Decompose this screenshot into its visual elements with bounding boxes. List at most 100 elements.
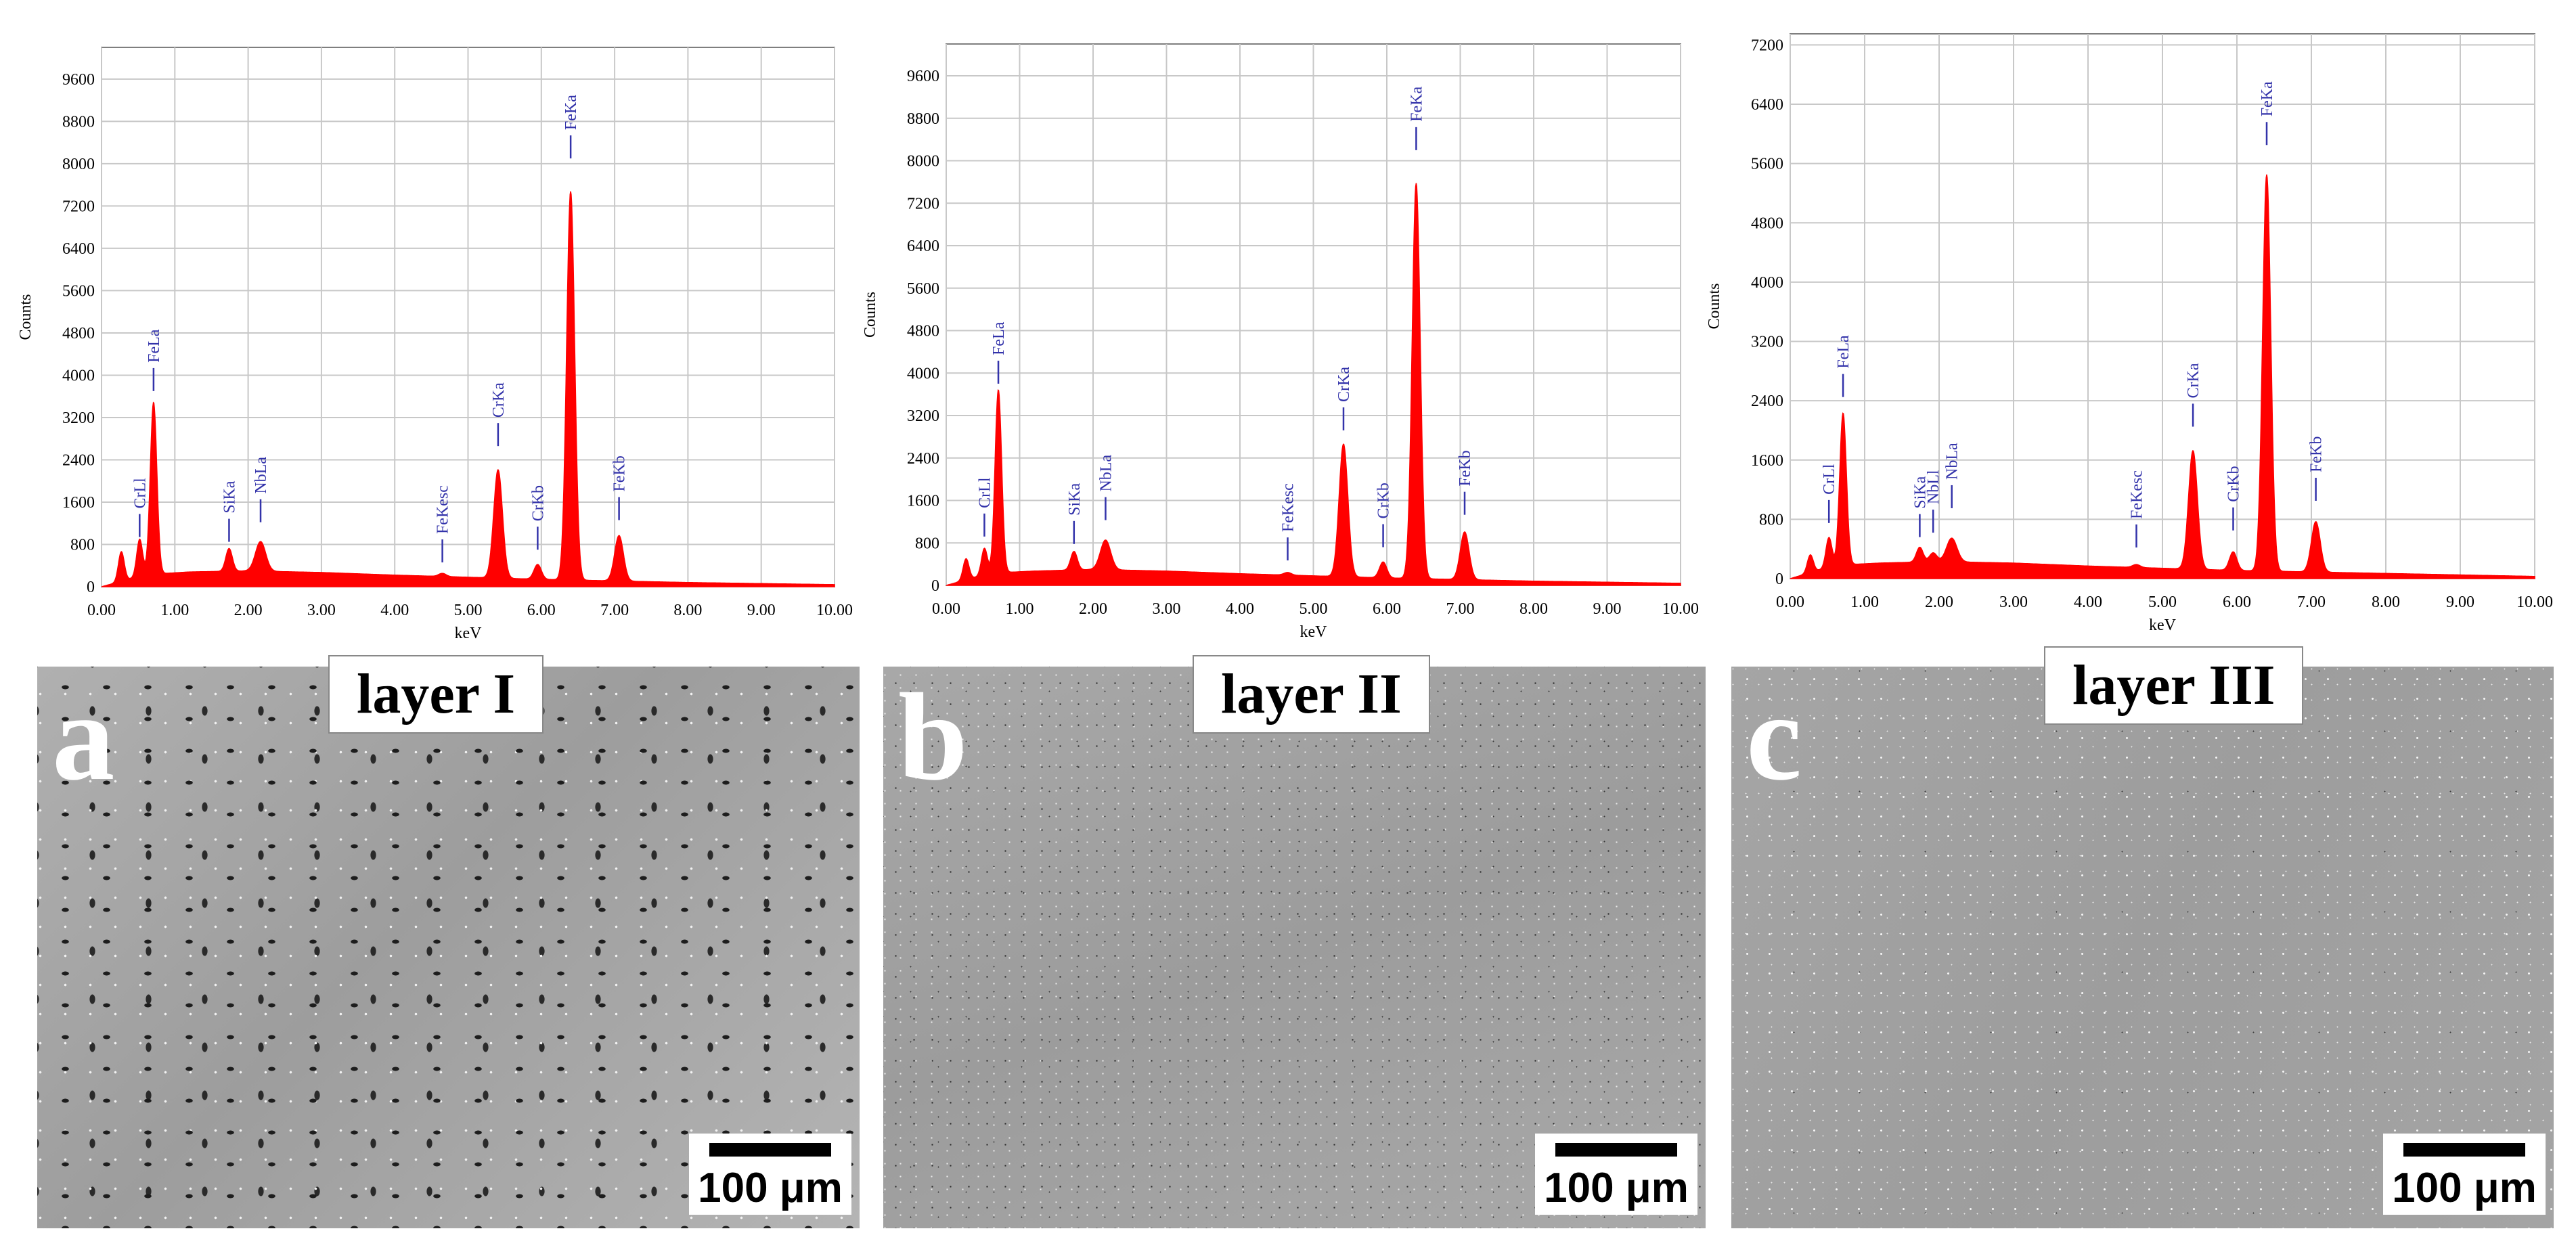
layer-label-2: layer II [1193,655,1430,734]
y-tick-label: 2400 [62,451,95,469]
scale-bar-label: 100 μm [698,1165,843,1211]
peak-label-FeKa: FeKa [562,95,580,130]
peak-label-FeKesc: FeKesc [435,485,452,534]
layer-label-1: layer I [328,655,544,734]
micrograph-layer-3: c 100 μm [1731,667,2554,1228]
y-tick-label: 4800 [1751,215,1783,232]
scale-bar-line [1555,1143,1677,1157]
y-tick-label: 6400 [1751,96,1783,114]
peak-label-FeKb: FeKb [1457,450,1474,486]
peak-label-CrKb: CrKb [529,485,547,521]
x-tick-label: 5.00 [2148,594,2177,611]
y-tick-label: 5600 [907,280,939,298]
y-tick-label: 1600 [907,493,939,510]
peak-label-NbLa: NbLa [1944,443,1961,480]
x-tick-label: 8.00 [1519,600,1548,618]
scale-bar-label: 100 μm [1544,1165,1689,1211]
spectrum-area [1790,174,2535,579]
peak-label-NbLa: NbLa [1097,455,1115,492]
y-tick-label: 800 [915,535,939,552]
y-tick-label: 8800 [62,113,95,131]
y-tick-label: 7200 [62,198,95,215]
scale-bar: 100 μm [689,1134,851,1215]
y-tick-label: 800 [1759,511,1783,529]
x-tick-label: 6.00 [527,602,556,619]
micrograph-layer-1: a 100 μm [37,667,860,1228]
peak-label-FeKa: FeKa [2259,81,2276,116]
x-tick-label: 6.00 [1373,600,1401,618]
y-tick-label: 0 [87,579,95,596]
x-tick-label: 2.00 [234,602,263,619]
peak-label-FeKa: FeKa [1408,87,1425,122]
panel-letter-a: a [52,668,115,807]
y-tick-label: 3200 [907,407,939,425]
layer-label-3: layer III [2044,646,2304,725]
panel-letter-b: b [898,668,968,807]
x-tick-label: 3.00 [307,602,336,619]
x-tick-label: 10.00 [2516,594,2553,611]
spectrum-area [101,191,835,587]
edx-spectra: 0.00 1.00 2.00 3.00 4.00 5.00 6.00 7.00 8.00 9.00… [17,33,2553,642]
x-tick-label: 5.00 [454,602,483,619]
y-tick-label: 6400 [907,238,939,255]
y-axis-title: Counts [1706,283,1723,329]
y-tick-label: 2400 [1751,393,1783,410]
peak-label-CrLl: CrLl [1821,464,1838,495]
panel-letter-c: c [1746,668,1802,807]
y-tick-label: 4000 [907,365,939,382]
micrograph-layer-2: b 100 μm [883,667,1706,1228]
y-tick-label: 8000 [62,156,95,173]
y-tick-label: 0 [1775,570,1783,588]
x-tick-label: 8.00 [673,602,702,619]
x-tick-label: 3.00 [1999,594,2028,611]
peak-label-CrKb: CrKb [2225,466,2243,501]
peak-label-CrKa: CrKa [2185,363,2202,398]
y-tick-label: 0 [931,577,939,595]
spectrum-area [946,183,1681,586]
peak-label-CrLl: CrLl [976,477,994,508]
x-tick-label: 9.00 [1593,600,1622,618]
peak-label-FeKb: FeKb [611,455,629,491]
y-tick-label: 7200 [1751,37,1783,54]
x-tick-label: 2.00 [1079,600,1107,618]
y-tick-label: 4800 [907,323,939,340]
scale-bar: 100 μm [1535,1134,1697,1215]
x-tick-label: 9.00 [747,602,776,619]
y-tick-label: 1600 [1751,452,1783,470]
x-tick-label: 1.00 [160,602,189,619]
peak-label-FeLa: FeLa [1835,335,1852,369]
x-tick-label: 3.00 [1153,600,1181,618]
x-tick-label: 7.00 [1446,600,1475,618]
x-tick-label: 10.00 [1662,600,1699,618]
scale-bar-label: 100 μm [2392,1165,2537,1211]
x-tick-label: 9.00 [2446,594,2474,611]
y-axis-title: Counts [862,292,879,338]
x-tick-label: 5.00 [1300,600,1328,618]
y-tick-label: 9600 [907,68,939,85]
x-tick-label: 1.00 [1006,600,1034,618]
peak-label-NbLa: NbLa [252,457,270,494]
x-tick-label: 4.00 [1226,600,1254,618]
y-tick-label: 9600 [62,71,95,89]
peak-label-CrKa: CrKa [1335,367,1353,402]
peak-label-FeLa: FeLa [146,329,163,363]
peak-label-FeKb: FeKb [2308,436,2326,472]
y-tick-label: 6400 [62,240,95,258]
peak-label-FeKesc: FeKesc [2129,470,2146,519]
x-tick-label: 10.00 [816,602,853,619]
y-tick-label: 2400 [907,450,939,468]
x-tick-label: 4.00 [380,602,409,619]
y-tick-label: 8000 [907,153,939,171]
x-tick-label: 4.00 [2074,594,2102,611]
scale-bar-line [2403,1143,2525,1157]
x-tick-label: 1.00 [1850,594,1879,611]
y-tick-label: 1600 [62,494,95,512]
y-tick-label: 4800 [62,325,95,342]
y-tick-label: 3200 [62,409,95,427]
y-tick-label: 5600 [62,282,95,300]
x-tick-label: 2.00 [1925,594,1953,611]
y-tick-label: 4000 [62,367,95,384]
peak-label-SiKa: SiKa [1066,483,1084,515]
y-tick-label: 3200 [1751,334,1783,351]
peak-label-CrLl: CrLl [131,478,149,509]
